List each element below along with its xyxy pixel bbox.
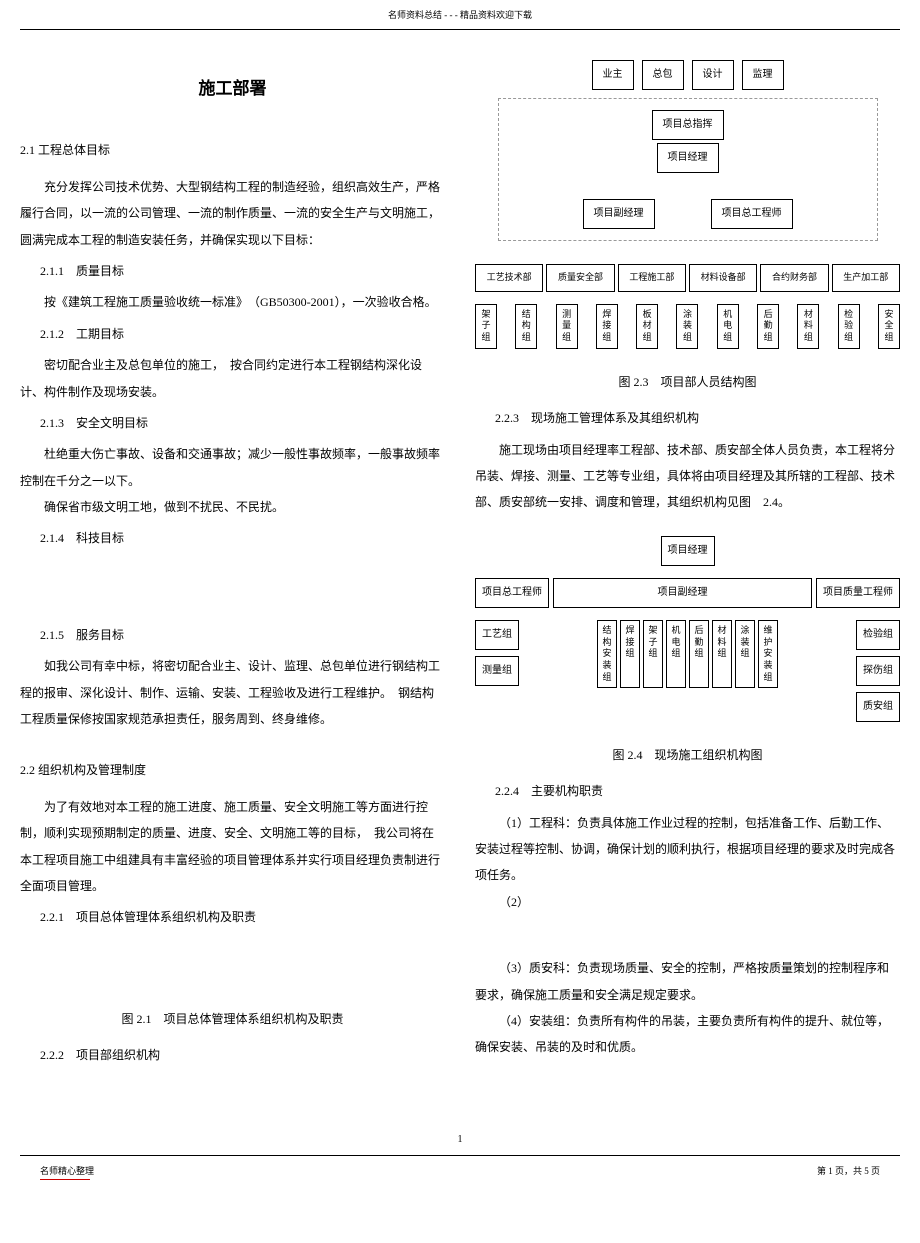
para: 杜绝重大伤亡事故、设备和交通事故；减少一般性事故频率，一般事故频率控制在千分之一… (20, 441, 445, 494)
oc1-top-box: 监理 (742, 60, 784, 90)
oc1-team: 涂装组 (676, 304, 698, 349)
oc2-team: 焊接组 (620, 620, 640, 688)
oc1-team: 机电组 (717, 304, 739, 349)
fig-2-1-caption: 图 2.1 项目总体管理体系组织机构及职责 (20, 1006, 445, 1032)
oc2-right: 检验组 (856, 620, 900, 650)
oc1-mgr: 项目经理 (657, 143, 719, 173)
oc1-team: 材料组 (797, 304, 819, 349)
oc2-team: 后勤组 (689, 620, 709, 688)
oc1-dept: 工程施工部 (618, 264, 686, 292)
oc1-dept: 生产加工部 (832, 264, 900, 292)
oc2-team: 维护安装组 (758, 620, 778, 688)
sub-2-2-3: 2.2.3 现场施工管理体系及其组织机构 (495, 405, 900, 431)
oc2-team: 结构安装组 (597, 620, 617, 688)
oc1-team: 检验组 (838, 304, 860, 349)
para: 密切配合业主及总包单位的施工， 按合同约定进行本工程钢结构深化设计、构件制作及现… (20, 352, 445, 405)
oc1-team: 板材组 (636, 304, 658, 349)
oc2-mid: 项目副经理 (553, 578, 812, 608)
oc2-team: 材料组 (712, 620, 732, 688)
doc-title: 施工部署 (20, 70, 445, 107)
oc2-team: 机电组 (666, 620, 686, 688)
oc1-dept: 工艺技术部 (475, 264, 543, 292)
oc2-team: 涂装组 (735, 620, 755, 688)
oc1-dept: 材料设备部 (689, 264, 757, 292)
fig-2-4-caption: 图 2.4 现场施工组织机构图 (475, 742, 900, 768)
fig-2-3-caption: 图 2.3 项目部人员结构图 (475, 369, 900, 395)
footer-redline (40, 1179, 90, 1180)
section-2-1: 2.1 工程总体目标 (20, 137, 445, 163)
para: （3）质安科：负责现场质量、安全的控制，严格按质量策划的控制程序和要求，确保施工… (475, 955, 900, 1008)
oc1-team: 后勤组 (757, 304, 779, 349)
sub-2-1-5: 2.1.5 服务目标 (40, 622, 445, 648)
sub-2-1-2: 2.1.2 工期目标 (40, 321, 445, 347)
org-chart-1: 业主 总包 设计 监理 项目总指挥 项目经理 项目副经理 项目总工程师 工艺技术… (475, 60, 900, 349)
oc2-mid: 项目质量工程师 (816, 578, 900, 608)
oc1-top-box: 总包 (642, 60, 684, 90)
oc1-dept: 合约财务部 (760, 264, 828, 292)
oc2-right: 质安组 (856, 692, 900, 722)
page-number: 1 (0, 1114, 920, 1155)
para: 充分发挥公司技术优势、大型钢结构工程的制造经验，组织高效生产，严格履行合同，以一… (20, 174, 445, 253)
oc2-left: 工艺组 (475, 620, 519, 650)
oc1-team: 焊接组 (596, 304, 618, 349)
oc1-team: 测量组 (556, 304, 578, 349)
oc1-dept: 质量安全部 (546, 264, 614, 292)
para: （4）安装组：负责所有构件的吊装，主要负责所有构件的提升、就位等，确保安装、吊装… (475, 1008, 900, 1061)
sub-2-2-4: 2.2.4 主要机构职责 (495, 778, 900, 804)
footer-left-text: 名师精心整理 (40, 1164, 94, 1177)
oc2-left: 测量组 (475, 656, 519, 686)
org-chart-2: 项目经理 项目总工程师 项目副经理 项目质量工程师 工艺组 测量组 结构安装组焊… (475, 536, 900, 722)
left-column: 施工部署 2.1 工程总体目标 充分发挥公司技术优势、大型钢结构工程的制造经验，… (20, 50, 445, 1074)
oc2-top: 项目经理 (661, 536, 715, 566)
para: 为了有效地对本工程的施工进度、施工质量、安全文明施工等方面进行控制，顺利实现预期… (20, 794, 445, 900)
oc2-right: 探伤组 (856, 656, 900, 686)
sub-2-2-1: 2.2.1 项目总体管理体系组织机构及职责 (40, 904, 445, 930)
oc1-team: 安全组 (878, 304, 900, 349)
oc1-chief: 项目总工程师 (711, 199, 793, 229)
page-footer: 名师精心整理 第 1 页，共 5 页 (20, 1155, 900, 1188)
oc1-cmd: 项目总指挥 (652, 110, 724, 140)
footer-right-text: 第 1 页，共 5 页 (817, 1164, 880, 1180)
oc1-team: 结构组 (515, 304, 537, 349)
para: 按《建筑工程施工质量验收统一标准》 （GB50300-2001），一次验收合格。 (20, 289, 445, 315)
sub-2-1-4: 2.1.4 科技目标 (40, 525, 445, 551)
para: 确保省市级文明工地，做到不扰民、不民扰。 (20, 494, 445, 520)
para: （2） (475, 889, 900, 915)
para: 如我公司有幸中标，将密切配合业主、设计、监理、总包单位进行钢结构工程的报审、深化… (20, 653, 445, 732)
oc1-top-box: 设计 (692, 60, 734, 90)
oc2-team: 架子组 (643, 620, 663, 688)
oc2-mid: 项目总工程师 (475, 578, 549, 608)
oc1-team: 架子组 (475, 304, 497, 349)
oc1-deputy: 项目副经理 (583, 199, 655, 229)
sub-2-1-3: 2.1.3 安全文明目标 (40, 410, 445, 436)
oc1-top-box: 业主 (592, 60, 634, 90)
main-content: 施工部署 2.1 工程总体目标 充分发挥公司技术优势、大型钢结构工程的制造经验，… (0, 30, 920, 1114)
page-header: 名师资料总结 - - - 精品资料欢迎下载 (20, 0, 900, 30)
right-column: 业主 总包 设计 监理 项目总指挥 项目经理 项目副经理 项目总工程师 工艺技术… (475, 50, 900, 1074)
section-2-2: 2.2 组织机构及管理制度 (20, 757, 445, 783)
para: 施工现场由项目经理率工程部、技术部、质安部全体人员负责，本工程将分吊装、焊接、测… (475, 437, 900, 516)
sub-2-1-1: 2.1.1 质量目标 (40, 258, 445, 284)
para: （1）工程科：负责具体施工作业过程的控制，包括准备工作、后勤工作、安装过程等控制… (475, 810, 900, 889)
sub-2-2-2: 2.2.2 项目部组织机构 (40, 1042, 445, 1068)
